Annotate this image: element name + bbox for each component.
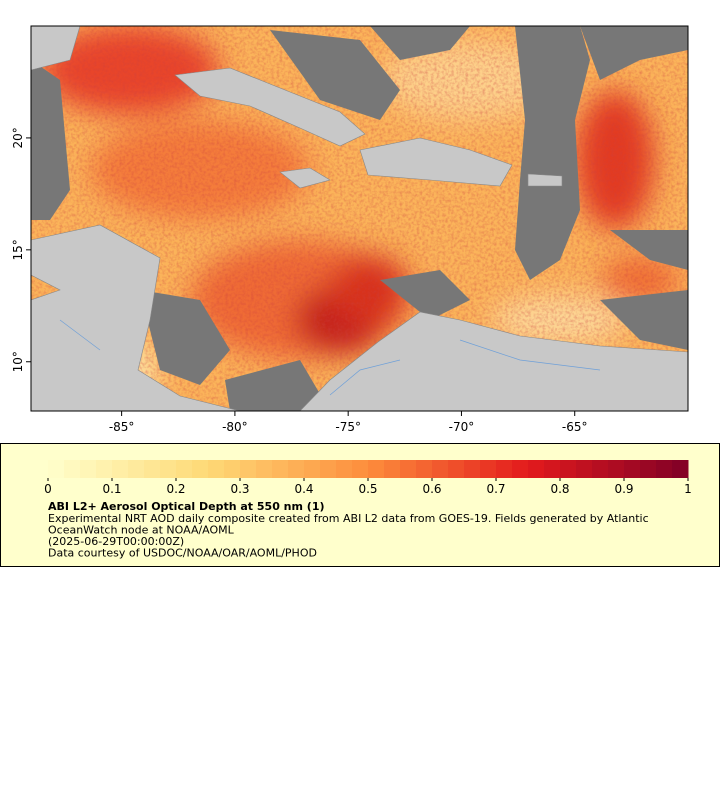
legend-title: ABI L2+ Aerosol Optical Depth at 550 nm … [48,500,325,513]
colorbar-segment [160,460,177,478]
colorbar-tick-label: 1 [684,482,692,496]
map-image [31,26,688,411]
colorbar-segment [640,460,657,478]
colorbar-tick-label: 0.9 [614,482,633,496]
colorbar-segment [208,460,225,478]
colorbar-tick-label: 0.8 [550,482,569,496]
colorbar-segment [656,460,673,478]
colorbar-segment [576,460,593,478]
rivers [59,319,601,396]
colorbar-tick-label: 0.7 [486,482,505,496]
colorbar-segment [608,460,625,478]
colorbar-segment [384,460,401,478]
colorbar-tick-label: 0.4 [294,482,313,496]
colorbar-segment [480,460,497,478]
colorbar-segment [512,460,529,478]
colorbar-segment [432,460,449,478]
y-tick-label: 15° [11,239,25,260]
colorbar-segment [592,460,609,478]
colorbar-segment [192,460,209,478]
colorbar-segment [256,460,273,478]
colorbar-segment [400,460,417,478]
colorbar-segment [80,460,97,478]
colorbar-segment [624,460,641,478]
colorbar-segment [144,460,161,478]
x-tick-label: -65° [562,420,588,434]
y-tick-label: 20° [11,127,25,148]
colorbar-segment [224,460,241,478]
colorbar-tick-label: 0.1 [102,482,121,496]
colorbar-segment [96,460,113,478]
colorbar-segment [336,460,353,478]
colorbar-segment [304,460,321,478]
land [31,26,688,411]
map-frame [30,25,689,412]
legend-line: (2025-06-29T00:00:00Z) [48,535,184,548]
colorbar-segment [288,460,305,478]
colorbar-segment [416,460,433,478]
colorbar-tick-label: 0.2 [166,482,185,496]
colorbar-segment [176,460,193,478]
colorbar-tick-label: 0 [44,482,52,496]
x-tick-label: -80° [222,420,248,434]
y-tick-label: 10° [11,351,25,372]
colorbar-segment [240,460,257,478]
colorbar-segment [544,460,561,478]
colorbar-segment [560,460,577,478]
colorbar-segment [368,460,385,478]
legend-line: OceanWatch node at NOAA/AOML [48,524,235,537]
colorbar-segment [672,460,689,478]
x-tick-label: -85° [109,420,135,434]
colorbar-tick-label: 0.3 [230,482,249,496]
no-data [31,26,688,411]
colorbar-tick-label: 0.5 [358,482,377,496]
colorbar-segment [464,460,481,478]
colorbar-segment [64,460,81,478]
legend-line: Data courtesy of USDOC/NOAA/OAR/AOML/PHO… [48,547,317,560]
colorbar-segment [48,460,65,478]
colorbar-segment [352,460,369,478]
colorbar-segment [320,460,337,478]
colorbar-segment [448,460,465,478]
x-tick-label: -70° [449,420,475,434]
colorbar-segment [496,460,513,478]
legend-line: Experimental NRT AOD daily composite cre… [48,512,649,525]
colorbar-tick-label: 0.6 [422,482,441,496]
x-tick-label: -75° [335,420,361,434]
colorbar-segment [528,460,545,478]
colorbar-segment [112,460,129,478]
colorbar-segment [128,460,145,478]
colorbar-segment [272,460,289,478]
